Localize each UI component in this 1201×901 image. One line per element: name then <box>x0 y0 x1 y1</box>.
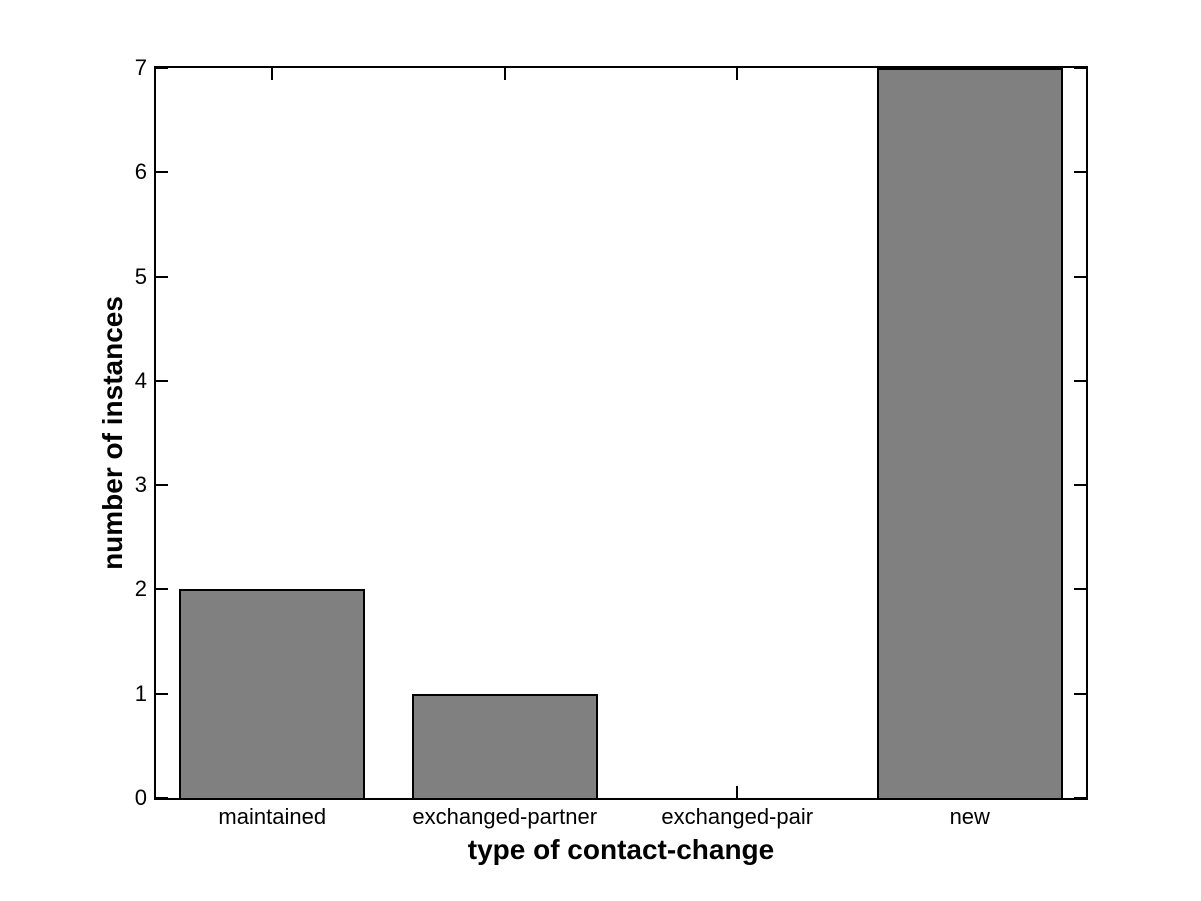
y-tick-left <box>156 484 168 487</box>
y-tick-left <box>156 797 168 799</box>
y-tick-label: 6 <box>134 159 147 185</box>
y-tick-right <box>1074 379 1086 382</box>
y-tick-left <box>156 171 168 174</box>
y-tick-left <box>156 275 168 278</box>
x-tick-top <box>503 68 506 80</box>
bar-new <box>876 68 1063 798</box>
y-tick-right <box>1074 484 1086 487</box>
plot-area <box>154 66 1088 800</box>
y-tick-left <box>156 588 168 591</box>
y-tick-left <box>156 692 168 695</box>
x-tick-top <box>271 68 274 80</box>
y-tick-label: 3 <box>134 472 147 498</box>
x-tick-bottom <box>736 786 739 798</box>
y-tick-right <box>1074 692 1086 695</box>
y-axis-title: number of instances <box>97 296 128 570</box>
bar-maintained <box>179 589 366 798</box>
y-tick-label: 4 <box>134 367 147 393</box>
y-tick-label: 1 <box>134 680 147 706</box>
y-tick-right <box>1074 797 1086 799</box>
x-tick-label: exchanged-partner <box>412 804 598 829</box>
y-tick-left <box>156 67 168 69</box>
y-tick-right <box>1074 171 1086 174</box>
y-tick-label: 0 <box>134 785 147 810</box>
y-tick-label: 2 <box>134 576 147 602</box>
x-tick-label: new <box>949 804 990 829</box>
y-tick-label: 5 <box>134 263 147 289</box>
bar-exchanged-partner <box>411 693 598 798</box>
x-axis-title: type of contact-change <box>467 834 775 865</box>
y-tick-right <box>1074 588 1086 591</box>
y-tick-label: 7 <box>134 55 147 80</box>
y-tick-right <box>1074 67 1086 69</box>
y-tick-right <box>1074 275 1086 278</box>
x-tick-label: maintained <box>218 804 327 829</box>
x-tick-top <box>736 68 739 80</box>
y-tick-left <box>156 379 168 382</box>
x-tick-label: exchanged-pair <box>661 804 814 829</box>
